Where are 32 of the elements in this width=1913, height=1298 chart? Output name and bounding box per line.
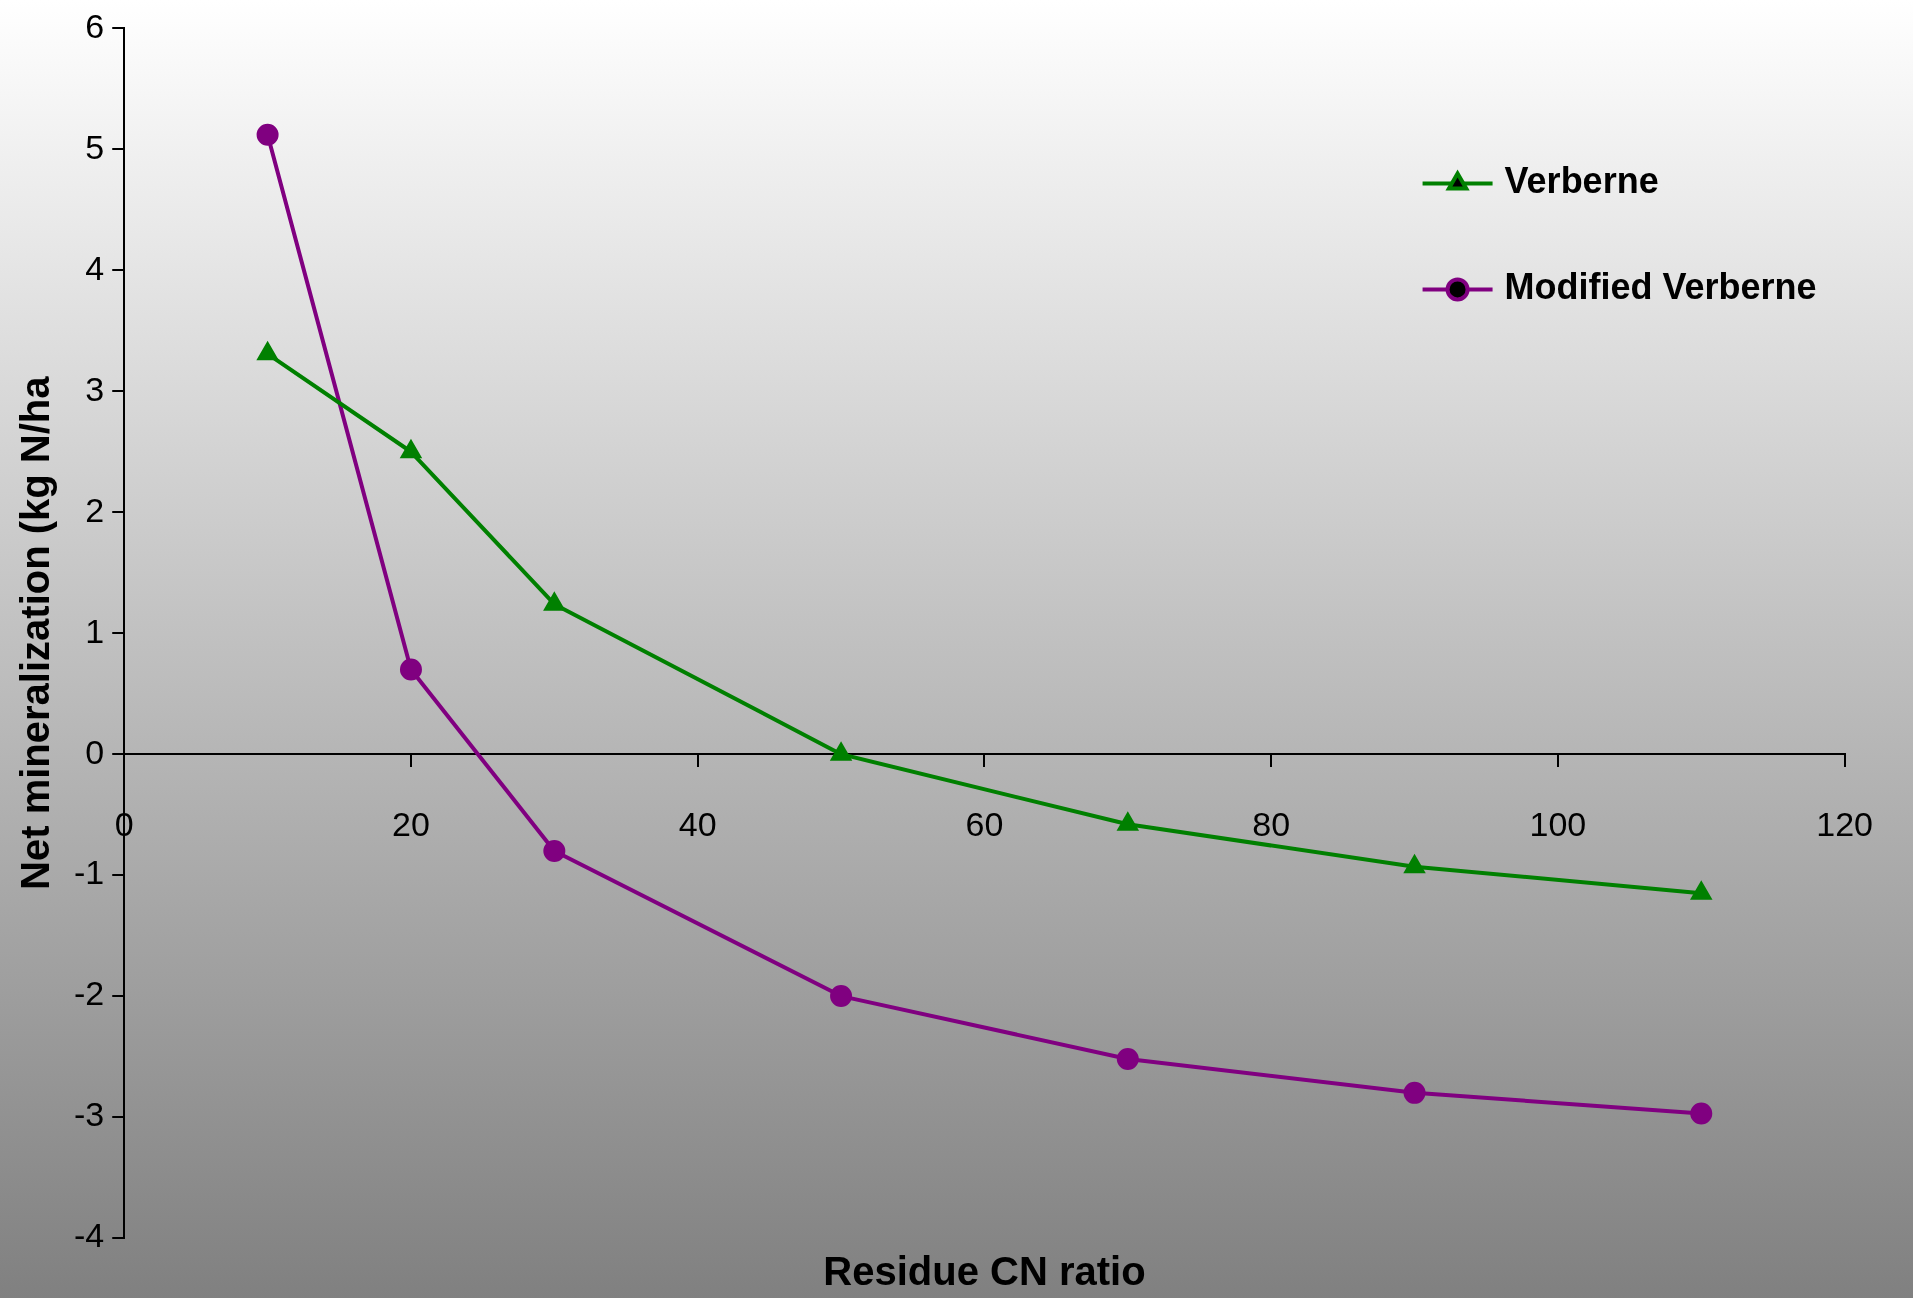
legend-label: Modified Verberne (1504, 266, 1817, 308)
y-tick-label: -4 (74, 1216, 105, 1255)
y-tick-label: 6 (85, 6, 105, 45)
x-tick-label: 60 (965, 804, 1004, 843)
point (1116, 1047, 1139, 1070)
y-tick-label: 5 (85, 127, 105, 166)
point (1691, 882, 1712, 900)
y-tick-label: -3 (74, 1095, 105, 1134)
x-tick-label: 20 (392, 804, 430, 843)
x-tick-label: 40 (678, 804, 717, 843)
point (543, 839, 566, 862)
y-tick-label: 2 (85, 490, 105, 529)
point (256, 340, 278, 361)
point (1403, 853, 1426, 874)
y-tick-label: 4 (85, 248, 105, 287)
legend-label: Verberne (1504, 160, 1659, 202)
point (1118, 813, 1138, 831)
point (831, 743, 851, 761)
y-tick-label: 1 (85, 611, 105, 650)
y-tick-label: 0 (85, 732, 105, 771)
y-tick-label: -1 (74, 853, 105, 892)
x-tick-label: 120 (1816, 804, 1873, 843)
point (830, 985, 853, 1008)
x-tick-label: 100 (1529, 804, 1587, 843)
y-axis-title: Net mineralization (kg N/ha (13, 375, 58, 890)
point (1690, 1102, 1713, 1125)
x-tick-label: 80 (1252, 804, 1291, 843)
x-axis-title: Residue CN ratio (823, 1249, 1146, 1294)
y-tick-label: -2 (74, 974, 105, 1013)
point (544, 593, 565, 611)
y-tick-label: 3 (85, 369, 105, 408)
point (1403, 1081, 1426, 1104)
